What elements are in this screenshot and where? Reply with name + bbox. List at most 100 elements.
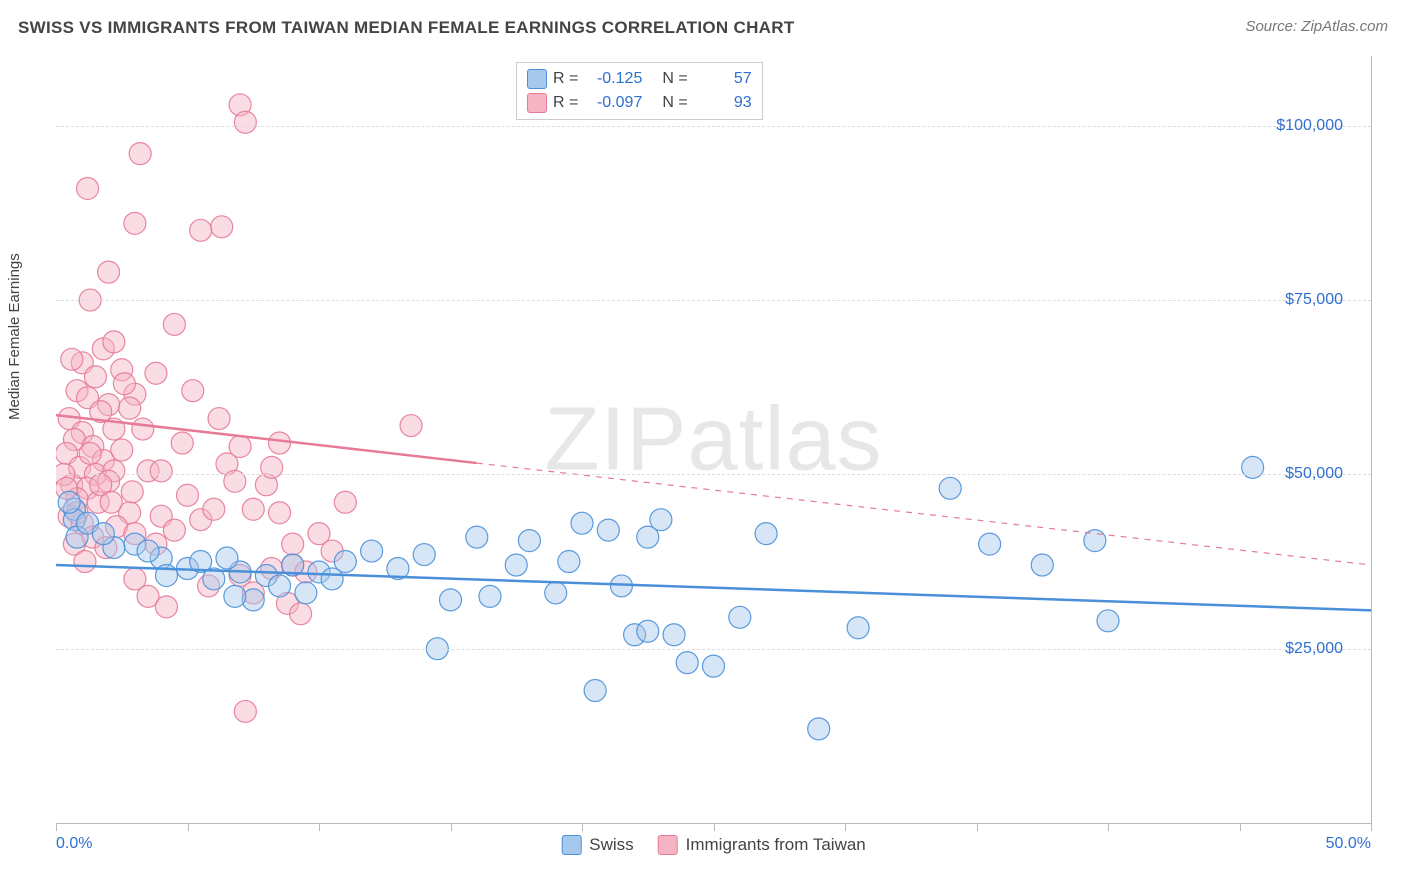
data-point-swiss: [571, 512, 593, 534]
data-point-taiwan: [119, 502, 141, 524]
data-point-taiwan: [84, 366, 106, 388]
data-point-taiwan: [211, 216, 233, 238]
data-point-swiss: [637, 526, 659, 548]
data-point-swiss: [755, 523, 777, 545]
data-point-taiwan: [295, 561, 317, 583]
data-point-swiss: [387, 557, 409, 579]
data-point-swiss: [58, 491, 80, 513]
data-point-taiwan: [66, 488, 88, 510]
gridline: [56, 126, 1371, 127]
swatch-swiss: [561, 835, 581, 855]
data-point-taiwan: [90, 474, 112, 496]
data-point-taiwan: [103, 460, 125, 482]
n-value-swiss: 57: [696, 70, 752, 88]
data-point-taiwan: [163, 313, 185, 335]
data-point-taiwan: [229, 94, 251, 116]
legend-row-swiss: R = -0.125 N = 57: [527, 67, 752, 91]
data-point-swiss: [63, 509, 85, 531]
data-point-swiss: [479, 585, 501, 607]
data-point-swiss: [518, 530, 540, 552]
y-tick-label: $100,000: [1276, 117, 1343, 135]
data-point-taiwan: [255, 474, 277, 496]
data-point-taiwan: [98, 261, 120, 283]
data-point-taiwan: [216, 453, 238, 475]
data-point-taiwan: [190, 219, 212, 241]
data-point-taiwan: [113, 373, 135, 395]
data-point-taiwan: [242, 498, 264, 520]
chart-svg: [56, 56, 1371, 823]
data-point-taiwan: [95, 537, 117, 559]
data-point-taiwan: [290, 603, 312, 625]
legend-item-taiwan: Immigrants from Taiwan: [658, 835, 866, 855]
data-point-swiss: [676, 652, 698, 674]
data-point-swiss: [939, 477, 961, 499]
data-point-swiss: [66, 526, 88, 548]
data-point-swiss: [558, 551, 580, 573]
data-point-taiwan: [150, 505, 172, 527]
data-point-swiss: [269, 575, 291, 597]
data-point-swiss: [637, 620, 659, 642]
data-point-swiss: [77, 512, 99, 534]
y-tick-label: $75,000: [1285, 291, 1343, 309]
y-tick-label: $50,000: [1285, 465, 1343, 483]
data-point-swiss: [92, 523, 114, 545]
data-point-taiwan: [400, 415, 422, 437]
data-point-swiss: [282, 554, 304, 576]
data-point-swiss: [584, 680, 606, 702]
x-tick: [1371, 823, 1372, 831]
source-attribution: Source: ZipAtlas.com: [1245, 18, 1388, 35]
data-point-swiss: [597, 519, 619, 541]
data-point-taiwan: [77, 477, 99, 499]
x-tick-label: 50.0%: [1326, 835, 1371, 853]
data-point-swiss: [137, 540, 159, 562]
y-axis-label: Median Female Earnings: [6, 253, 23, 420]
data-point-taiwan: [121, 481, 143, 503]
data-point-taiwan: [103, 331, 125, 353]
n-value-taiwan: 93: [696, 94, 752, 112]
swatch-taiwan: [658, 835, 678, 855]
data-point-taiwan: [321, 540, 343, 562]
data-point-taiwan: [282, 554, 304, 576]
data-point-taiwan: [308, 523, 330, 545]
data-point-swiss: [1084, 530, 1106, 552]
data-point-taiwan: [100, 491, 122, 513]
data-point-taiwan: [137, 460, 159, 482]
data-point-swiss: [255, 564, 277, 586]
r-label: R =: [553, 70, 578, 88]
plot-area: ZIPatlas R = -0.125 N = 57 R = -0.097 N …: [56, 56, 1372, 824]
n-label: N =: [662, 94, 687, 112]
data-point-taiwan: [66, 380, 88, 402]
data-point-taiwan: [58, 505, 80, 527]
gridline: [56, 649, 1371, 650]
data-point-swiss: [729, 606, 751, 628]
data-point-swiss: [1031, 554, 1053, 576]
data-point-taiwan: [90, 401, 112, 423]
watermark: ZIPatlas: [544, 388, 882, 491]
data-point-swiss: [321, 568, 343, 590]
data-point-swiss: [155, 564, 177, 586]
chart-title: SWISS VS IMMIGRANTS FROM TAIWAN MEDIAN F…: [18, 18, 795, 38]
data-point-swiss: [413, 544, 435, 566]
data-point-taiwan: [77, 387, 99, 409]
x-tick: [845, 823, 846, 831]
data-point-swiss: [1097, 610, 1119, 632]
legend-label-taiwan: Immigrants from Taiwan: [686, 835, 866, 855]
data-point-taiwan: [163, 519, 185, 541]
trendline-swiss: [56, 565, 1371, 610]
gridline: [56, 300, 1371, 301]
legend-label-swiss: Swiss: [589, 835, 633, 855]
data-point-taiwan: [276, 592, 298, 614]
data-point-swiss: [361, 540, 383, 562]
data-point-swiss: [124, 533, 146, 555]
data-point-taiwan: [82, 435, 104, 457]
data-point-taiwan: [56, 442, 78, 464]
data-point-taiwan: [234, 111, 256, 133]
data-point-taiwan: [132, 418, 154, 440]
n-label: N =: [662, 70, 687, 88]
data-point-swiss: [203, 568, 225, 590]
r-value-swiss: -0.125: [586, 70, 642, 88]
data-point-taiwan: [124, 523, 146, 545]
x-tick: [582, 823, 583, 831]
data-point-taiwan: [129, 143, 151, 165]
swatch-swiss: [527, 69, 547, 89]
